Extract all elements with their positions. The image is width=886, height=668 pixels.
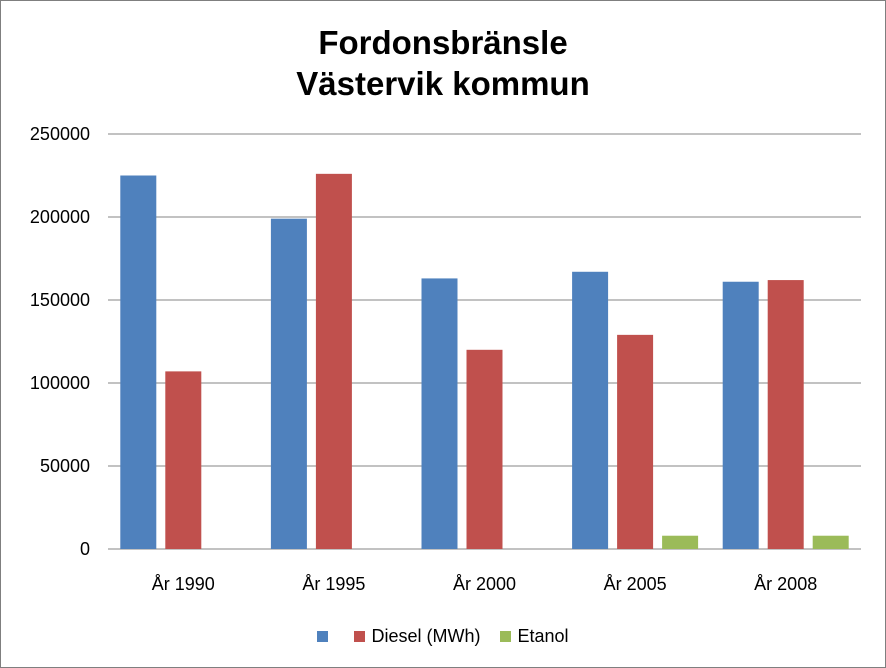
legend-label-etanol: Etanol bbox=[517, 625, 569, 646]
bar-series-2-1 bbox=[315, 173, 352, 549]
legend-swatch-series-1 bbox=[317, 630, 329, 642]
bar-series-1-2 bbox=[421, 278, 458, 549]
y-tick-label: 250000 bbox=[30, 124, 90, 144]
x-tick-label: År 2000 bbox=[453, 574, 516, 594]
legend-swatch-diesel bbox=[354, 630, 366, 642]
y-tick-label: 50000 bbox=[40, 456, 90, 476]
bar-series-2-0 bbox=[165, 371, 202, 549]
bar-series-3-3 bbox=[662, 535, 699, 549]
x-tick-label: År 1995 bbox=[302, 574, 365, 594]
bar-series-1-1 bbox=[270, 218, 307, 549]
y-tick-label: 200000 bbox=[30, 207, 90, 227]
bar-series-2-2 bbox=[466, 349, 503, 549]
y-tick-label: 150000 bbox=[30, 290, 90, 310]
legend-swatch-etanol bbox=[500, 630, 512, 642]
bar-series-2-4 bbox=[767, 280, 804, 549]
legend-item-series-1 bbox=[317, 630, 334, 642]
x-tick-label: År 2005 bbox=[604, 574, 667, 594]
bar-series-3-4 bbox=[812, 535, 849, 549]
legend: Diesel (MWh) Etanol bbox=[0, 624, 886, 648]
bar-series-1-0 bbox=[120, 175, 157, 549]
y-tick-label: 100000 bbox=[30, 373, 90, 393]
y-tick-label: 0 bbox=[80, 539, 90, 559]
x-tick-label: År 1990 bbox=[152, 574, 215, 594]
bars bbox=[120, 173, 849, 549]
chart-title-line-1: Fordonsbränsle bbox=[318, 24, 568, 61]
legend-label-diesel: Diesel (MWh) bbox=[371, 625, 481, 646]
chart-title-line-2: Västervik kommun bbox=[296, 65, 590, 102]
bar-series-1-3 bbox=[572, 271, 609, 549]
bar-series-1-4 bbox=[722, 281, 759, 549]
y-axis-tick-labels: 0 50000 100000 150000 200000 250000 bbox=[30, 124, 90, 559]
legend-item-etanol: Etanol bbox=[500, 625, 569, 647]
bar-series-2-3 bbox=[617, 334, 654, 549]
chart-title: Fordonsbränsle Västervik kommun bbox=[0, 22, 886, 104]
x-tick-label: År 2008 bbox=[754, 574, 817, 594]
x-axis-tick-labels: År 1990 År 1995 År 2000 År 2005 År 2008 bbox=[152, 574, 817, 594]
legend-item-diesel: Diesel (MWh) bbox=[354, 626, 480, 647]
